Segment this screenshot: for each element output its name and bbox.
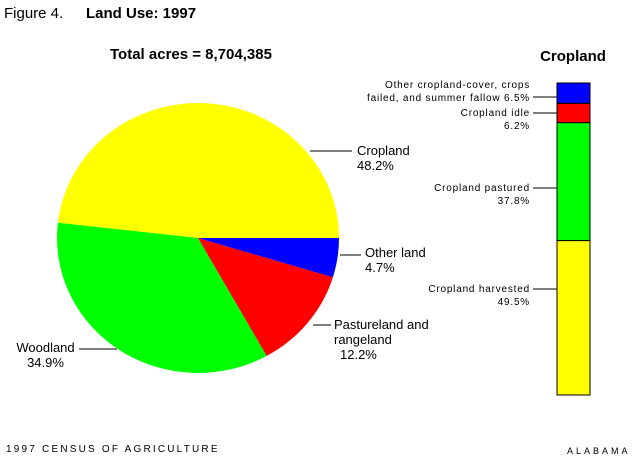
slice-name: Woodland (16, 340, 75, 355)
segment-name: Cropland harvested (428, 284, 530, 295)
bar-segment (556, 122, 591, 242)
footer-left: 1997 CENSUS OF AGRICULTURE (6, 444, 220, 455)
segment-label: Cropland idle 6.2% (355, 107, 530, 133)
slice-label: Woodland 34.9% (8, 340, 83, 370)
slice-value: 4.7% (365, 260, 395, 275)
segment-label: Other cropland-cover, crops failed, and … (355, 79, 530, 105)
slice-label: Other land 4.7% (365, 245, 455, 275)
segment-name: Cropland idle (460, 108, 530, 119)
bar-segment (556, 82, 591, 104)
pie-subtitle: Total acres = 8,704,385 (110, 46, 272, 63)
footer-right: ALABAMA (567, 446, 631, 456)
segment-label: Cropland pastured 37.8% (355, 182, 530, 208)
segment-value: 49.5% (497, 297, 530, 308)
bar-title: Cropland (540, 48, 606, 65)
slice-label: Pastureland and rangeland 12.2% (334, 317, 449, 362)
slice-label: Cropland 48.2% (357, 143, 477, 173)
segment-value: 6.5% (504, 93, 530, 104)
pie-slice (198, 238, 333, 356)
slice-name: Cropland (357, 143, 410, 158)
bar-segment (556, 240, 591, 396)
slice-name: Other land (365, 245, 426, 260)
pie-slice (198, 238, 339, 278)
slice-value: 34.9% (27, 355, 64, 370)
segment-value: 6.2% (504, 121, 530, 132)
segment-label: Cropland harvested 49.5% (355, 283, 530, 309)
segment-name: Other cropland-cover, crops failed, and … (367, 80, 530, 104)
slice-value: 48.2% (357, 158, 394, 173)
figure-title: Land Use: 1997 (86, 5, 197, 22)
pie-slice (57, 222, 267, 373)
segment-name: Cropland pastured (434, 183, 530, 194)
slice-name: Pastureland and rangeland (334, 317, 429, 347)
segment-value: 37.8% (497, 196, 530, 207)
bar-segment (556, 102, 591, 124)
figure-number: Figure 4. (4, 5, 64, 22)
slice-value: 12.2% (340, 347, 377, 362)
pie-slice (57, 103, 339, 238)
